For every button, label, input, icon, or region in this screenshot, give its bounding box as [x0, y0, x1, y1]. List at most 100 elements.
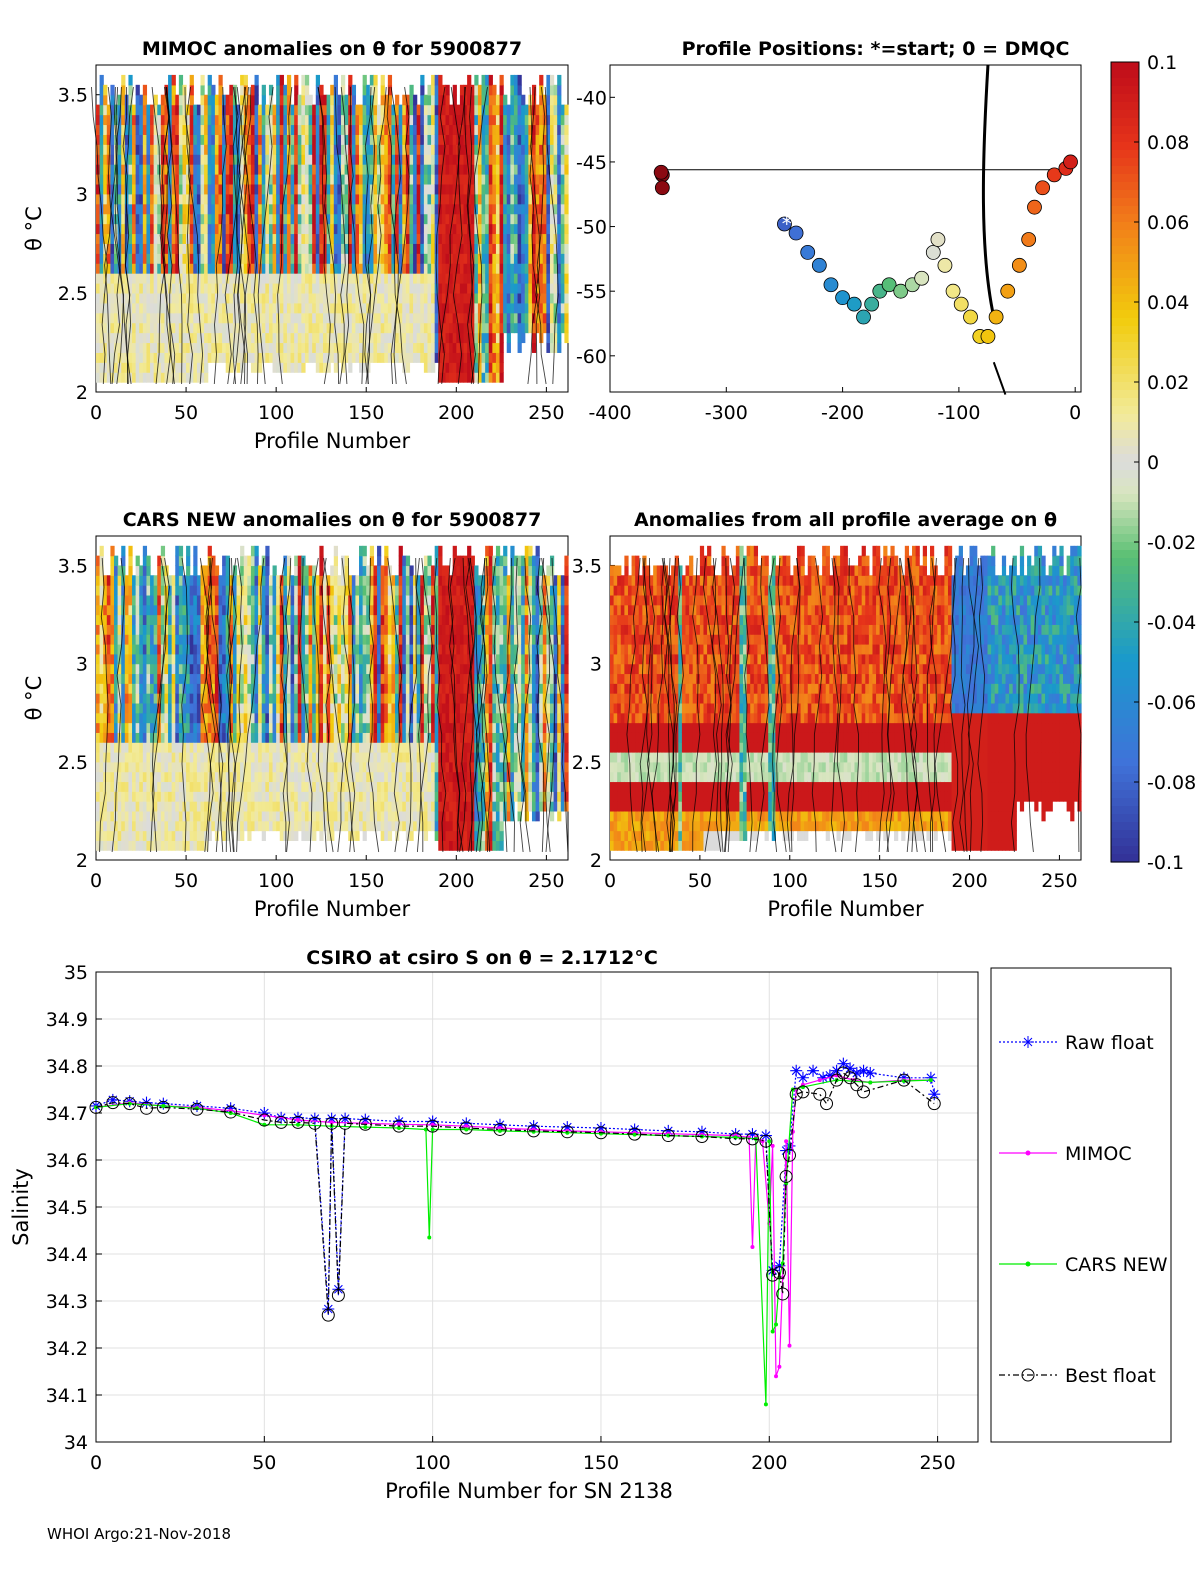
panel-2-cell [117, 634, 122, 645]
panel-0-cell [261, 322, 266, 334]
panel-0-cell [135, 154, 140, 165]
panel-0-cell [362, 174, 367, 185]
panel-0-cell [124, 283, 130, 294]
panel-0-cell [315, 233, 320, 244]
panel-0-cell [200, 243, 205, 254]
panel-0-cell [236, 104, 241, 116]
panel-0-cell [211, 223, 216, 235]
panel-2-cell [139, 634, 144, 645]
panel-2-cell [106, 683, 112, 694]
panel-0-cell [560, 273, 565, 284]
panel-0-cell [254, 332, 259, 344]
panel-0-cell [103, 114, 108, 126]
panel-0-cell [232, 193, 238, 205]
panel-0-cell [96, 322, 101, 334]
panel-2-cell [178, 604, 184, 616]
panel-0-cell [211, 84, 216, 96]
panel-2-cell [211, 722, 216, 733]
panel-0-cell [355, 183, 360, 195]
panel-0-cell [315, 104, 320, 116]
panel-0-cell [564, 223, 569, 235]
panel-2-cell [186, 771, 191, 783]
panel-0-cell [160, 134, 166, 145]
panel-0-cell [178, 174, 184, 185]
panel-0-cell [341, 114, 346, 126]
panel-2-cell [157, 594, 162, 606]
panel-2-cell [200, 644, 205, 655]
panel-0-cell [182, 84, 187, 96]
panel-0-cell [254, 203, 259, 215]
panel-0-cell [366, 94, 371, 106]
panel-0-cell [254, 154, 259, 165]
panel-2-ytick-label: 2.5 [58, 752, 88, 774]
panel-2-cell [175, 722, 180, 733]
panel-0-cell [218, 144, 223, 155]
panel-0-cell [171, 213, 176, 225]
panel-0-cell [240, 283, 245, 294]
panel-0-cell [110, 243, 115, 254]
panel-0-cell [423, 164, 429, 175]
panel-0-cell [391, 213, 396, 225]
panel-2-cell [103, 653, 108, 665]
panel-2-cell [124, 673, 130, 684]
panel-0-cell [449, 253, 454, 264]
panel-0-cell [344, 144, 349, 155]
panel-0-cell [160, 203, 166, 215]
panel-0-cell [286, 193, 292, 205]
panel-0-cell [290, 362, 295, 373]
panel-0-cell [319, 362, 324, 373]
panel-0-cell [366, 243, 371, 254]
panel-0-cell [485, 292, 490, 304]
panel-0-cell [261, 183, 266, 195]
panel-0-cell [413, 104, 418, 116]
panel-2-cell [178, 732, 184, 743]
panel-0-cell [521, 213, 526, 225]
panel-0-cell [272, 193, 277, 205]
panel-0-cell [319, 253, 324, 264]
panel-0-cell [132, 283, 137, 294]
panel-0-cell [542, 223, 547, 235]
panel-0-cell [441, 94, 447, 106]
panel-2-cell [164, 742, 169, 753]
panel-0-cell [366, 144, 371, 155]
panel-0-cell [560, 263, 565, 274]
panel-0-cell [431, 342, 436, 353]
panel-2-cell [160, 742, 166, 753]
panel-0-cell [315, 144, 320, 155]
panel-0-cell [204, 253, 209, 264]
panel-0-cell [549, 263, 555, 274]
panel-0-cell [528, 203, 533, 215]
panel-0-cell [268, 114, 274, 126]
panel-0-cell [171, 134, 176, 145]
panel-2-cell [117, 594, 122, 606]
panel-0-cell [485, 273, 490, 284]
panel-2-cell [232, 663, 238, 675]
panel-0-cell [301, 352, 306, 363]
panel-2-cell [211, 653, 216, 665]
panel-0-cell [301, 203, 306, 215]
panel-0-cell [276, 243, 281, 254]
panel-0-cell [564, 312, 569, 324]
panel-2-cell [240, 742, 245, 753]
panel-0-cell [416, 283, 421, 294]
panel-2-cell [114, 761, 119, 773]
panel-0-cell [420, 233, 425, 244]
panel-2-cell [96, 693, 101, 704]
panel-2-cell [236, 702, 241, 714]
panel-0-cell [517, 213, 522, 225]
panel-0-cell [481, 372, 486, 383]
panel-0-cell [139, 203, 144, 215]
panel-0-cell [124, 144, 130, 155]
panel-2-cell [114, 555, 119, 567]
panel-0-cell [142, 342, 148, 353]
panel-0-cell [398, 263, 403, 274]
panel-0-cell [474, 154, 479, 165]
panel-0-cell [510, 203, 515, 215]
panel-0-cell [470, 342, 475, 353]
panel-0-cell [297, 134, 302, 145]
panel-0-cell [211, 352, 216, 363]
panel-0-cell [369, 283, 375, 294]
panel-0-cell [164, 283, 169, 294]
panel-0-cell [178, 342, 184, 353]
panel-2-cell [196, 722, 202, 733]
